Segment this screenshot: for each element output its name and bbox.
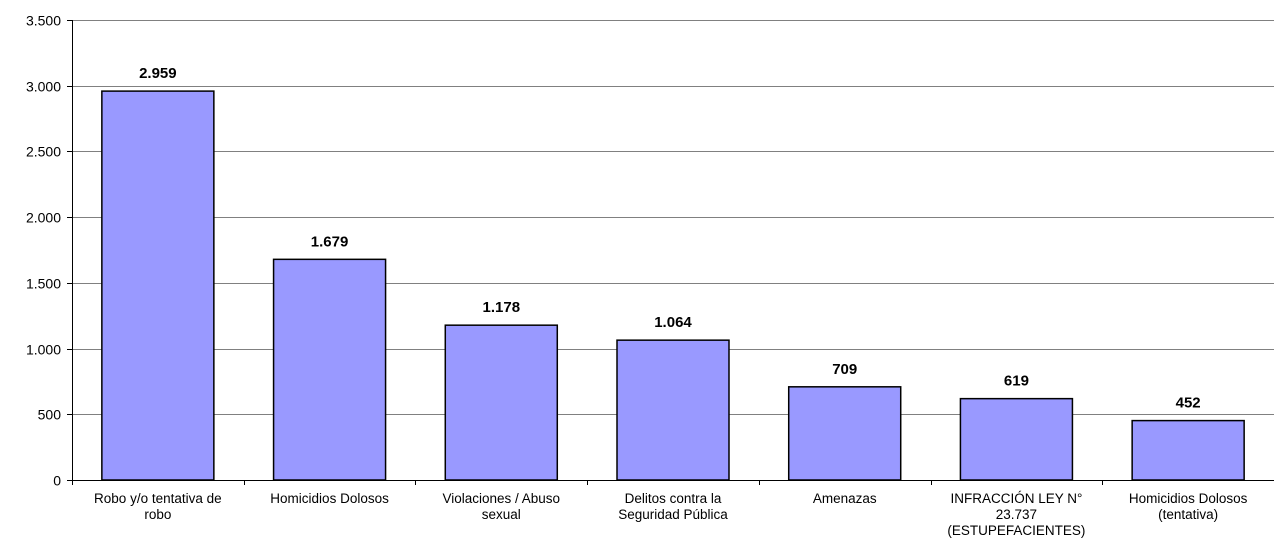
bar [444, 324, 559, 481]
data-label: 2.959 [139, 65, 177, 82]
y-tick-label: 2.500 [26, 144, 61, 160]
bar [787, 386, 902, 481]
y-tick-label: 3.500 [26, 13, 61, 29]
data-label: 1.178 [483, 299, 521, 316]
y-tick-label: 1.000 [26, 342, 61, 358]
y-tick-label: 500 [38, 407, 62, 423]
category-label: Homicidios Dolosos [270, 491, 389, 506]
data-labels: 2.959 1.679 1.178 1.064 709 619 452 [139, 65, 1201, 411]
category-label: robo [144, 507, 171, 522]
y-tick-label: 0 [53, 473, 61, 489]
category-label: INFRACCIÓN LEY N° [950, 491, 1082, 506]
category-label: (ESTUPEFACIENTES) [947, 523, 1085, 538]
category-label: Violaciones / Abuso [442, 491, 560, 506]
data-label: 619 [1004, 373, 1029, 390]
y-tick-label: 1.500 [26, 276, 61, 292]
category-label: Amenazas [813, 491, 877, 506]
bar [101, 90, 215, 481]
data-label: 1.064 [654, 314, 692, 331]
category-label: (tentativa) [1158, 507, 1218, 522]
y-tick-label: 3.000 [26, 79, 61, 95]
category-label: 23.737 [996, 507, 1037, 522]
category-label: sexual [482, 507, 521, 522]
category-label: Robo y/o tentativa de [94, 491, 222, 506]
data-label: 709 [832, 361, 857, 378]
axes [67, 20, 1274, 485]
category-label: Homicidios Dolosos [1129, 491, 1248, 506]
bars [101, 90, 1245, 481]
data-label: 452 [1176, 395, 1201, 412]
category-label: Delitos contra la [625, 491, 722, 506]
gridlines [72, 20, 1274, 415]
y-tick-labels: 0 500 1.000 1.500 2.000 2.500 3.000 3.500 [26, 13, 61, 489]
bar [616, 339, 730, 481]
category-label: Seguridad Pública [618, 507, 728, 522]
data-label: 1.679 [311, 233, 349, 250]
bar [1131, 419, 1245, 481]
y-tick-label: 2.000 [26, 210, 61, 226]
bar [959, 397, 1074, 481]
bar [272, 258, 387, 481]
